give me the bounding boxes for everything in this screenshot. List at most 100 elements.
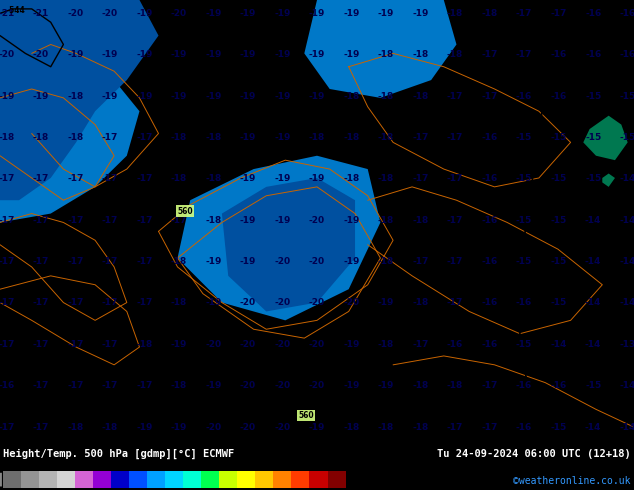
Bar: [57, 471, 75, 488]
Text: -18: -18: [378, 340, 394, 349]
Text: -17: -17: [447, 92, 463, 100]
Text: -19: -19: [101, 50, 118, 59]
Text: -18: -18: [102, 422, 118, 432]
Text: -20: -20: [240, 381, 256, 390]
Text: -20: -20: [67, 9, 84, 18]
Text: -19: -19: [378, 298, 394, 308]
Text: -20: -20: [240, 422, 256, 432]
Text: -19: -19: [136, 422, 153, 432]
Text: -16: -16: [0, 381, 15, 390]
Polygon shape: [583, 116, 628, 160]
Text: -19: -19: [67, 50, 84, 59]
Text: -18: -18: [344, 92, 359, 100]
Text: -18: -18: [413, 50, 429, 59]
Text: -20: -20: [33, 50, 49, 59]
Text: -19: -19: [275, 92, 290, 100]
Bar: [256, 471, 273, 488]
Text: -19: -19: [33, 92, 49, 100]
Text: -18: -18: [378, 50, 394, 59]
Text: -19: -19: [171, 422, 187, 432]
Text: -19: -19: [240, 92, 256, 100]
Text: -16: -16: [585, 50, 601, 59]
Text: -18: -18: [309, 133, 325, 142]
Text: -544: -544: [6, 6, 25, 15]
Text: Height/Temp. 500 hPa [gdmp][°C] ECMWF: Height/Temp. 500 hPa [gdmp][°C] ECMWF: [3, 449, 235, 459]
Bar: [273, 471, 292, 488]
Text: -19: -19: [240, 216, 256, 225]
Text: -16: -16: [481, 174, 498, 183]
Text: -17: -17: [67, 216, 84, 225]
Text: -15: -15: [516, 340, 532, 349]
Text: -17: -17: [412, 340, 429, 349]
Text: -15: -15: [550, 216, 567, 225]
Text: -14: -14: [550, 340, 567, 349]
Text: -17: -17: [0, 257, 15, 266]
Text: -17: -17: [447, 298, 463, 308]
Text: -16: -16: [481, 340, 498, 349]
Text: -16: -16: [516, 381, 532, 390]
Text: -19: -19: [309, 50, 325, 59]
Text: -17: -17: [412, 174, 429, 183]
Text: -17: -17: [33, 257, 49, 266]
Text: -18: -18: [344, 133, 359, 142]
Text: -19: -19: [344, 216, 359, 225]
Text: -21: -21: [33, 9, 49, 18]
Text: -16: -16: [619, 9, 634, 18]
Text: -20: -20: [171, 9, 187, 18]
Text: -18: -18: [171, 174, 187, 183]
Text: -18: -18: [171, 133, 187, 142]
Text: -19: -19: [171, 92, 187, 100]
Text: -17: -17: [67, 340, 84, 349]
Text: -19: -19: [240, 50, 256, 59]
Text: -18: -18: [171, 257, 187, 266]
Text: -17: -17: [481, 422, 498, 432]
Text: -19: -19: [205, 298, 222, 308]
Polygon shape: [304, 0, 456, 98]
Text: -15: -15: [550, 257, 567, 266]
Text: -17: -17: [101, 216, 118, 225]
Text: -15: -15: [516, 174, 532, 183]
Text: -15: -15: [619, 133, 634, 142]
Text: -18: -18: [33, 133, 49, 142]
Text: -19: -19: [240, 133, 256, 142]
Text: 560: 560: [298, 411, 314, 420]
Polygon shape: [178, 156, 380, 320]
Text: -18: -18: [205, 174, 221, 183]
Text: -16: -16: [550, 50, 567, 59]
Text: -20: -20: [344, 298, 359, 308]
Bar: [219, 471, 237, 488]
Text: -16: -16: [516, 92, 532, 100]
Text: -17: -17: [33, 174, 49, 183]
Text: -19: -19: [205, 50, 222, 59]
Text: -16: -16: [481, 216, 498, 225]
Text: -17: -17: [0, 174, 15, 183]
Text: -16: -16: [550, 92, 567, 100]
Text: -17: -17: [171, 216, 187, 225]
Text: -18: -18: [413, 92, 429, 100]
Text: -19: -19: [344, 381, 359, 390]
Text: -17: -17: [481, 50, 498, 59]
Text: Tu 24-09-2024 06:00 UTC (12+18): Tu 24-09-2024 06:00 UTC (12+18): [437, 449, 631, 459]
Text: -20: -20: [205, 422, 221, 432]
Text: -17: -17: [412, 257, 429, 266]
Text: -15: -15: [585, 133, 601, 142]
Bar: [75, 471, 93, 488]
Bar: [183, 471, 202, 488]
Text: -15: -15: [585, 92, 601, 100]
Text: -17: -17: [33, 298, 49, 308]
Text: -17: -17: [550, 9, 567, 18]
Text: -19: -19: [205, 381, 222, 390]
Text: -16: -16: [619, 50, 634, 59]
Bar: [309, 471, 328, 488]
Text: -18: -18: [205, 133, 221, 142]
Text: -14: -14: [619, 381, 634, 390]
Text: -18: -18: [447, 381, 463, 390]
Text: -19: -19: [136, 92, 153, 100]
Text: -15: -15: [619, 92, 634, 100]
Text: -17: -17: [447, 174, 463, 183]
Text: -20: -20: [102, 9, 118, 18]
Text: -18: -18: [171, 381, 187, 390]
Text: -18: -18: [378, 216, 394, 225]
Text: -19: -19: [205, 92, 222, 100]
Text: -18: -18: [344, 422, 359, 432]
